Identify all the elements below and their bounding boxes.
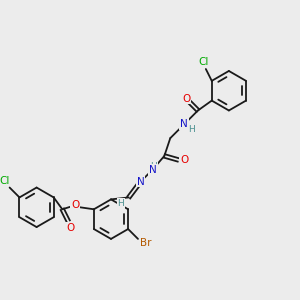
Text: Cl: Cl — [199, 57, 209, 67]
Text: N: N — [148, 165, 156, 175]
Text: H: H — [118, 199, 124, 208]
Text: N: N — [137, 177, 145, 187]
Text: O: O — [180, 155, 188, 165]
Text: O: O — [71, 200, 79, 210]
Text: H: H — [188, 125, 194, 134]
Text: O: O — [66, 223, 74, 233]
Text: H: H — [150, 162, 157, 171]
Text: O: O — [182, 94, 190, 103]
Text: Br: Br — [140, 238, 152, 248]
Text: Cl: Cl — [0, 176, 10, 186]
Text: N: N — [180, 119, 188, 129]
